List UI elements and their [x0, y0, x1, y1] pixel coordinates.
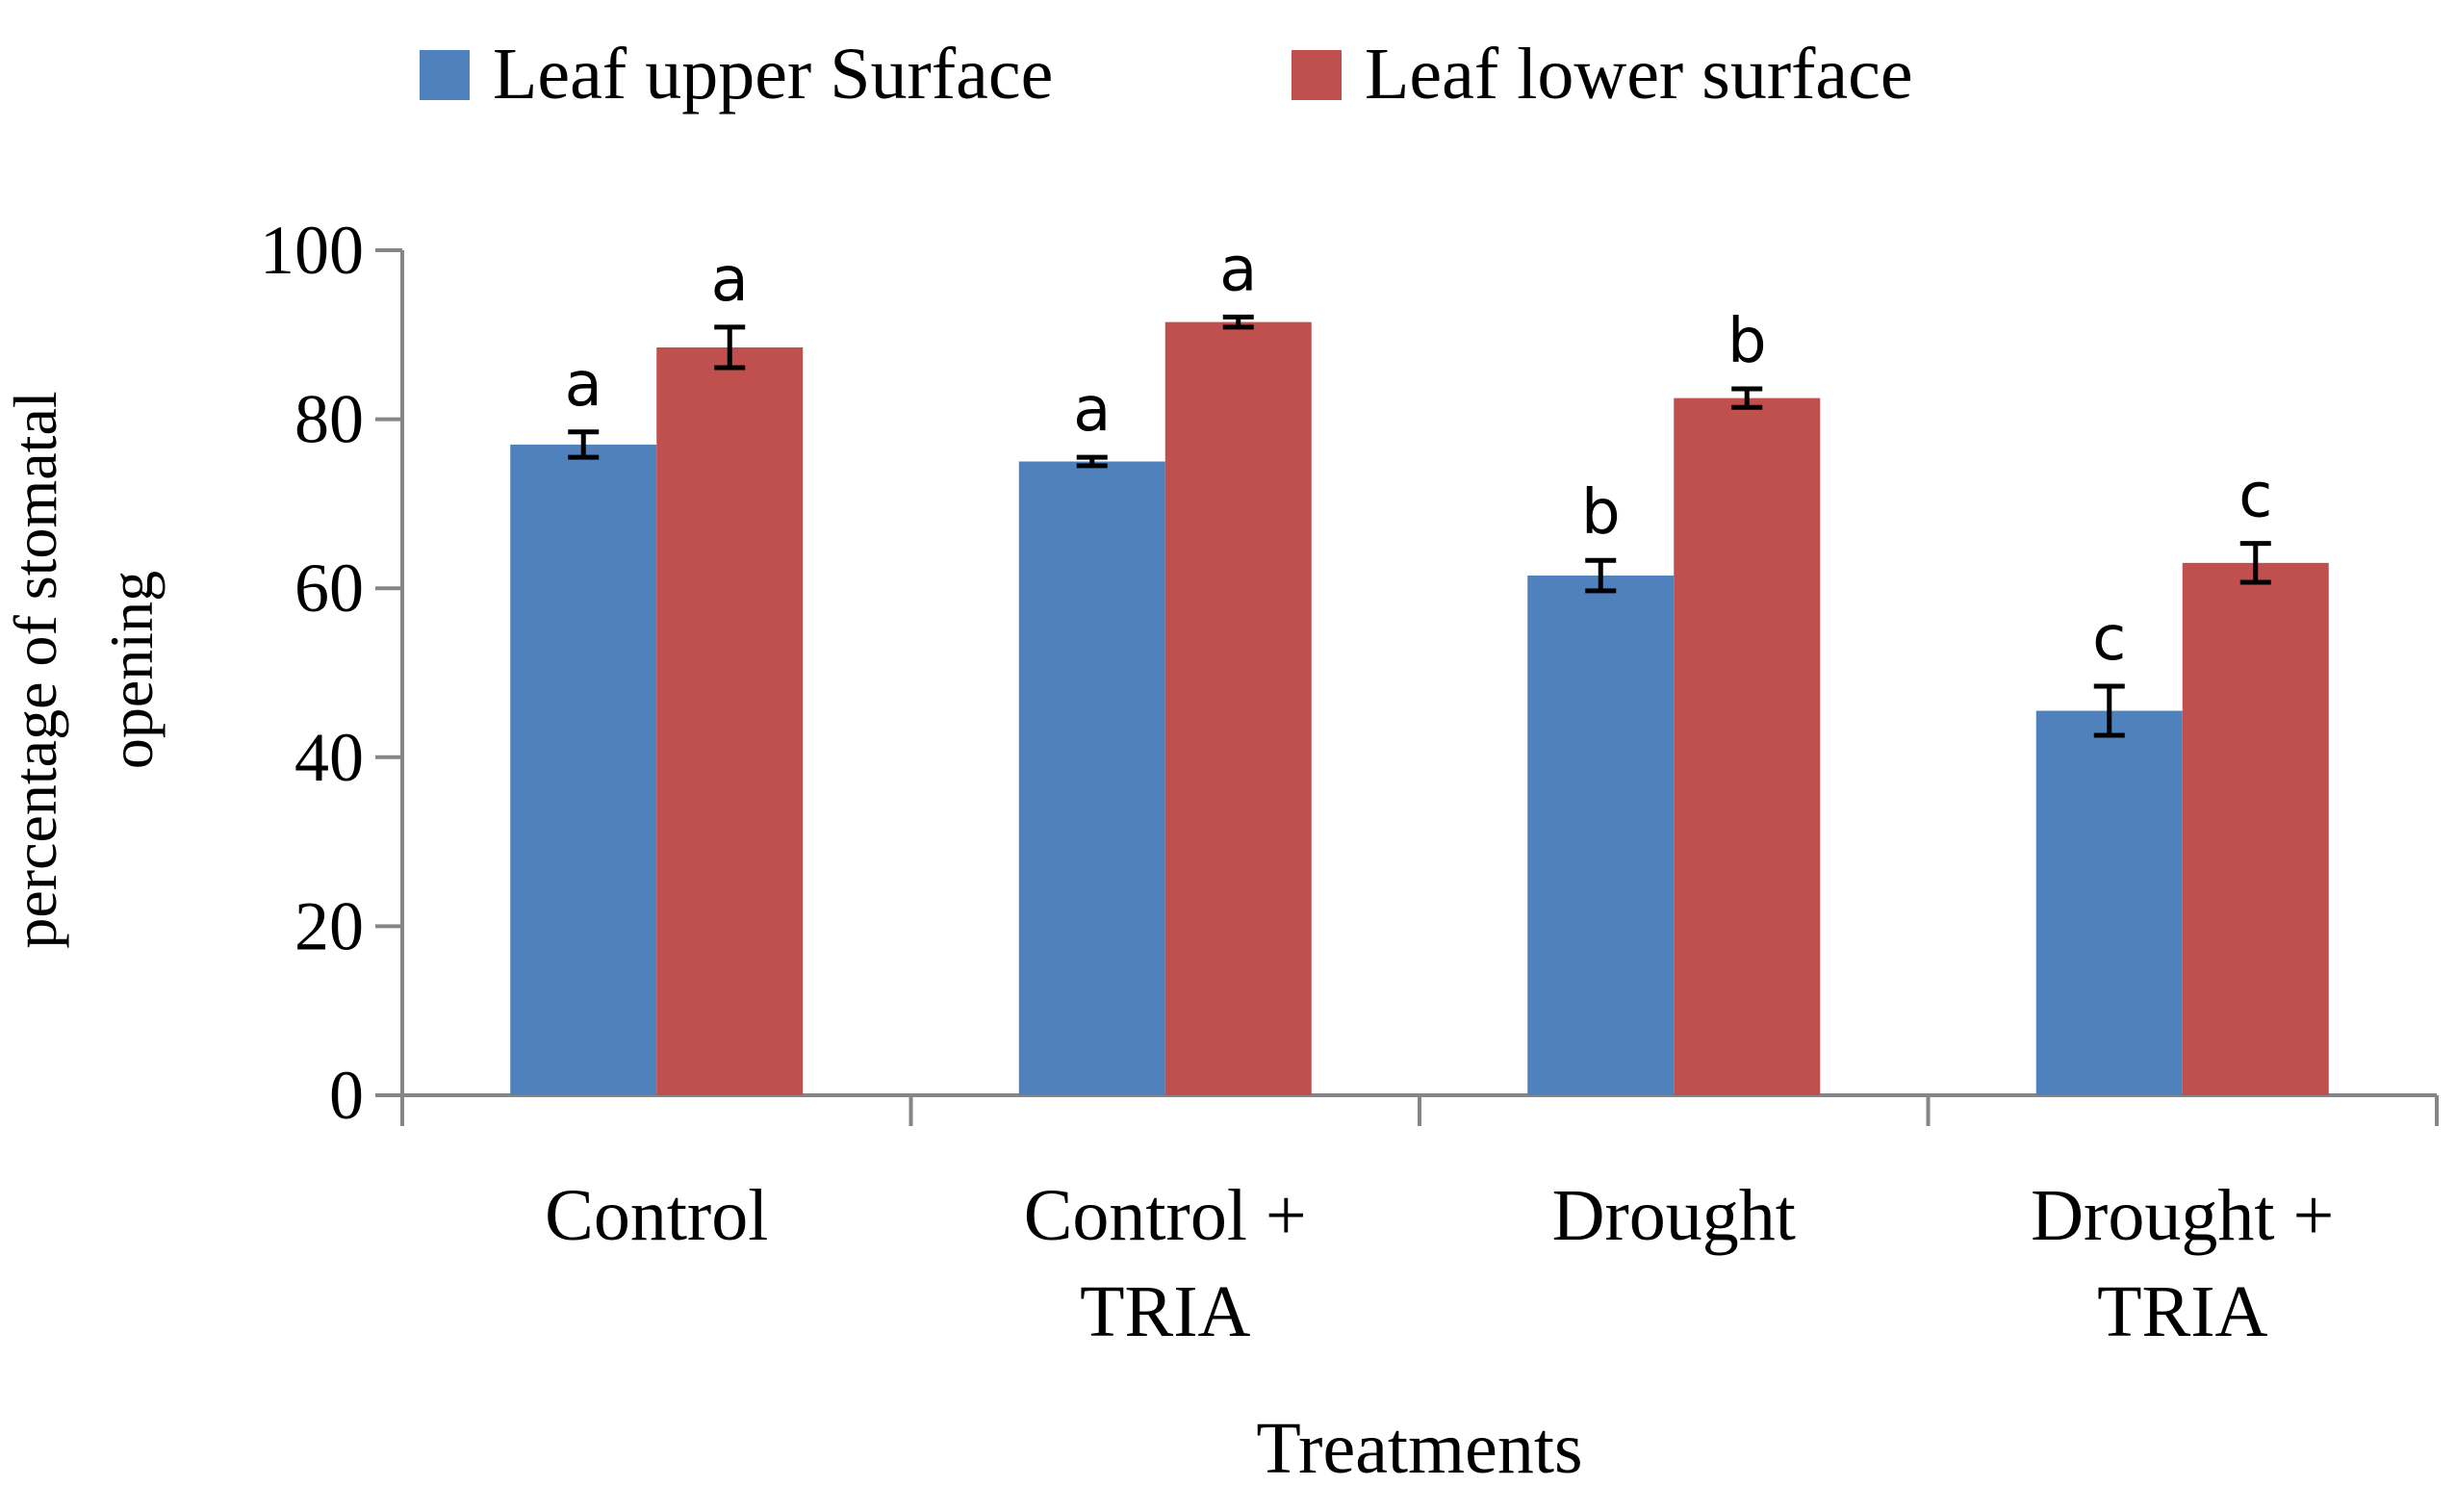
bar [2035, 710, 2183, 1095]
legend: Leaf upper Surface Leaf lower surface [420, 34, 1913, 115]
x-tick-label-line: Drought [1552, 1175, 1796, 1256]
significance-letter: a [1073, 374, 1111, 446]
x-axis-title: Treatments [1256, 1408, 1582, 1489]
x-tick-label: Control + TRIA [1024, 1175, 1307, 1352]
bars: a a a a b b c c [510, 234, 2329, 1096]
significance-letter: b [1727, 306, 1767, 377]
bar [656, 346, 804, 1096]
y-tick-label: 0 [329, 1057, 364, 1134]
significance-letter: c [2092, 603, 2126, 675]
bar [1527, 576, 1675, 1095]
y-axis-title-line: opening [97, 571, 166, 769]
legend-swatch [1292, 50, 1342, 100]
bar [1018, 461, 1165, 1095]
y-tick-label: 20 [294, 887, 364, 964]
y-axis-title-group: opening [97, 571, 166, 769]
axes: 0 20 40 60 80 100 [260, 212, 2439, 1134]
y-tick-label: 40 [294, 719, 364, 796]
bar [1674, 397, 1821, 1095]
x-axis-labels: Control Control + TRIA Drought Drought + TRIA [545, 1175, 2334, 1352]
significance-letter: c [2239, 461, 2272, 532]
x-tick-label-line: Drought + [2031, 1175, 2334, 1256]
legend-swatch [420, 50, 470, 100]
y-tick-label: 60 [294, 550, 364, 627]
significance-letter: b [1581, 477, 1621, 549]
y-tick-label: 100 [260, 212, 364, 289]
legend-label: Leaf upper Surface [493, 34, 1053, 115]
x-tick-label-line: TRIA [1080, 1271, 1250, 1352]
significance-letter: a [1219, 234, 1257, 305]
legend-label: Leaf lower surface [1365, 34, 1913, 115]
x-tick-label: Drought [1552, 1175, 1796, 1256]
y-tick-label: 80 [294, 381, 364, 458]
x-tick-label: Control [545, 1175, 768, 1256]
x-tick-label-line: Control + [1024, 1175, 1307, 1256]
x-tick-label: Drought + TRIA [2031, 1175, 2334, 1352]
bar [1164, 321, 1312, 1095]
x-tick-label-line: TRIA [2097, 1271, 2267, 1352]
y-axis-title-line: percentage of stomatal [1, 391, 69, 948]
bar [2182, 562, 2329, 1095]
significance-letter: a [565, 349, 602, 421]
y-axis-title: percentage of stomatal opening [1, 391, 166, 948]
bar [510, 444, 657, 1095]
significance-letter: a [711, 244, 749, 316]
x-tick-label-line: Control [545, 1175, 768, 1256]
y-axis-title-group: percentage of stomatal [1, 391, 69, 948]
